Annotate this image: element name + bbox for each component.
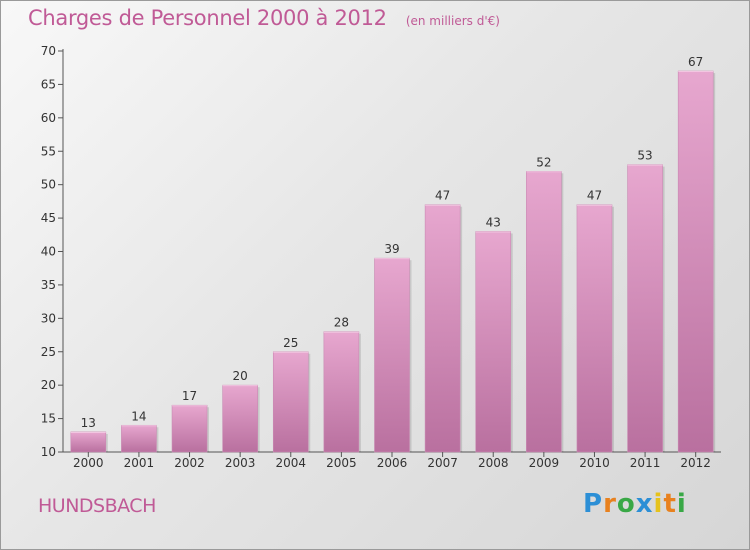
data-label: 13 [81,416,96,430]
x-tick-label: 2004 [275,456,306,470]
data-label: 43 [486,215,501,229]
data-label: 53 [637,149,652,163]
logo-letter: i [653,489,664,519]
chart-subtitle: (en milliers d'€) [405,14,500,28]
data-label: 47 [435,189,450,203]
data-label: 20 [233,369,248,383]
title-block: Charges de Personnel 2000 à 2012 (en mil… [28,6,500,30]
y-tick-label: 10 [41,445,56,459]
logo-letter: i [676,489,687,519]
bar [424,204,461,453]
y-tick-label: 30 [41,311,56,325]
x-tick-label: 2010 [579,456,610,470]
bar [627,164,663,453]
y-tick-label: 65 [41,77,56,91]
data-label: 14 [131,409,146,423]
bar [323,331,360,453]
data-label: 28 [334,316,349,330]
logo-letter: o [616,489,636,519]
x-tick-label: 2003 [225,456,256,470]
data-label: 67 [688,55,703,69]
x-tick-label: 2000 [73,456,104,470]
y-tick-label: 60 [41,111,56,125]
location-label: HUNDSBACH [38,495,156,517]
x-tick-label: 2011 [630,456,661,470]
x-tick-label: 2008 [478,456,509,470]
y-tick-label: 55 [41,144,56,158]
bar [576,204,613,453]
bar [222,384,258,453]
data-label: 47 [587,189,602,203]
logo-letter: P [583,489,604,519]
chart-title: Charges de Personnel 2000 à 2012 [28,6,387,30]
x-tick-label: 2005 [326,456,357,470]
bar [171,404,208,453]
data-label: 17 [182,389,197,403]
bar [677,70,714,453]
data-label: 25 [283,336,298,350]
y-tick-label: 15 [41,412,56,426]
bar [272,351,309,453]
bar [70,431,107,453]
bar [121,424,157,453]
y-tick-label: 20 [41,378,56,392]
x-tick-label: 2006 [377,456,408,470]
y-tick-label: 50 [41,178,56,192]
y-tick-label: 35 [41,278,56,292]
logo-letter: t [663,489,677,519]
x-tick-label: 2002 [174,456,205,470]
logo-letter: x [635,489,654,519]
proxiti-logo: Proxiti [583,489,687,519]
data-label: 52 [536,155,551,169]
x-tick-label: 2007 [427,456,458,470]
y-tick-label: 25 [41,345,56,359]
y-tick-label: 40 [41,245,56,259]
x-tick-label: 2009 [529,456,560,470]
bar [526,171,562,453]
y-tick-label: 70 [41,44,56,58]
bar [475,231,512,453]
x-tick-label: 2001 [124,456,155,470]
bar [374,257,410,453]
y-tick-label: 45 [41,211,56,225]
x-tick-label: 2012 [680,456,711,470]
logo-letter: r [603,489,617,519]
data-label: 39 [384,242,399,256]
